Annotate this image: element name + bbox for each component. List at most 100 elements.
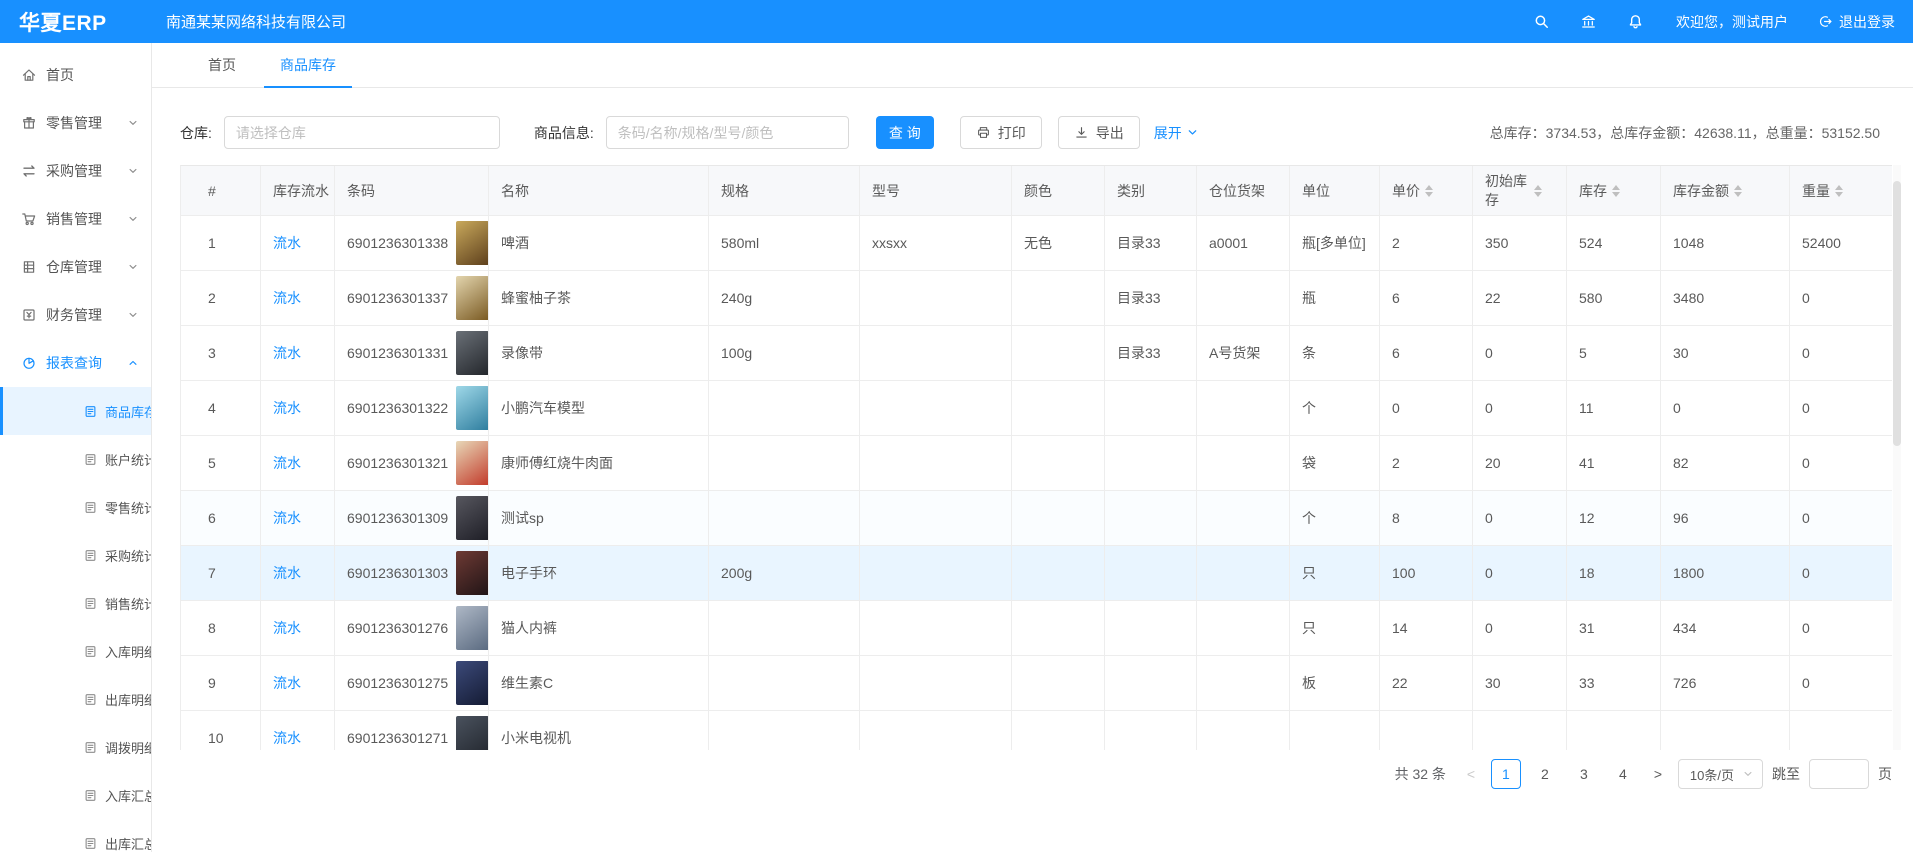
tab-首页[interactable]: 首页 — [208, 57, 236, 73]
pagination-next-button[interactable]: > — [1653, 766, 1663, 782]
bank-icon[interactable] — [1580, 13, 1597, 30]
pagination-page-2[interactable]: 2 — [1529, 759, 1560, 789]
pagination-page-4[interactable]: 4 — [1607, 759, 1638, 789]
sidebar-subitem-商品库存[interactable]: 商品库存 — [0, 387, 151, 435]
sidebar-subitem-出库汇总[interactable]: 出库汇总 — [0, 819, 151, 852]
product-thumbnail[interactable] — [456, 496, 488, 540]
search-icon[interactable] — [1533, 13, 1550, 30]
cell-spec: 100g — [709, 326, 860, 381]
column-label: 类别 — [1117, 182, 1145, 199]
barcode-text: 6901236301276 — [347, 620, 449, 636]
sidebar-subitem-入库汇总[interactable]: 入库汇总 — [0, 771, 151, 819]
cell-category — [1105, 436, 1197, 491]
cell-spec — [709, 711, 860, 750]
scrollbar-thumb[interactable] — [1893, 181, 1901, 446]
cell-price — [1380, 711, 1473, 750]
sales-cart-icon — [21, 211, 37, 227]
warehouse-input[interactable] — [223, 116, 500, 149]
column-header-初始库存[interactable]: 初始库存 — [1473, 166, 1567, 216]
export-button[interactable]: 导出 — [1057, 116, 1140, 149]
bell-icon[interactable] — [1627, 13, 1644, 30]
report-doc-icon — [84, 597, 97, 610]
app-header: 华夏ERP 南通某某网络科技有限公司 欢迎您，测试用户 退出登录 — [0, 0, 1913, 43]
print-button[interactable]: 打印 — [959, 116, 1042, 149]
sidebar-subitem-调拨明细[interactable]: 调拨明细 — [0, 723, 151, 771]
cell-flow: 流水 — [261, 601, 335, 656]
product-thumbnail[interactable] — [456, 606, 488, 650]
sidebar-subitem-零售统计[interactable]: 零售统计 — [0, 483, 151, 531]
search-button[interactable]: 查 询 — [875, 116, 934, 149]
product-thumbnail[interactable] — [456, 551, 488, 595]
jump-to-input[interactable] — [1809, 759, 1869, 789]
pagination-page-1[interactable]: 1 — [1490, 759, 1521, 789]
product-info-input[interactable] — [605, 116, 849, 149]
tab-商品库存[interactable]: 商品库存 — [264, 43, 352, 88]
report-doc-icon — [84, 453, 97, 466]
sidebar-subitem-label: 入库汇总 — [105, 788, 152, 804]
report-doc-icon — [84, 549, 97, 562]
stock-flow-link[interactable]: 流水 — [273, 290, 301, 306]
stock-flow-link[interactable]: 流水 — [273, 510, 301, 526]
pagination-page-3[interactable]: 3 — [1568, 759, 1599, 789]
sort-control[interactable] — [1425, 184, 1433, 197]
app-logo[interactable]: 华夏ERP — [19, 11, 107, 35]
cell-barcode: 6901236301321 — [335, 436, 489, 491]
sidebar-subitem-销售统计[interactable]: 销售统计 — [0, 579, 151, 627]
cell-model: xxsxx — [860, 216, 1012, 271]
cell-color — [1012, 381, 1105, 436]
product-thumbnail[interactable] — [456, 331, 488, 375]
sidebar-subitem-label: 调拨明细 — [105, 740, 152, 756]
product-thumbnail[interactable] — [456, 221, 488, 265]
table-scrollbar[interactable] — [1893, 165, 1901, 750]
stock-flow-link[interactable]: 流水 — [273, 235, 301, 251]
pagination-prev-button[interactable]: < — [1466, 766, 1476, 782]
sort-descending-icon — [1734, 191, 1742, 197]
sidebar-subitem-出库明细[interactable]: 出库明细 — [0, 675, 151, 723]
stock-flow-link[interactable]: 流水 — [273, 400, 301, 416]
sidebar-subitem-入库明细[interactable]: 入库明细 — [0, 627, 151, 675]
stock-flow-link[interactable]: 流水 — [273, 730, 301, 746]
sidebar-item-零售管理[interactable]: 零售管理 — [0, 99, 151, 147]
report-doc-icon — [84, 405, 97, 418]
stock-flow-link[interactable]: 流水 — [273, 345, 301, 361]
expand-toggle[interactable]: 展开 — [1154, 123, 1198, 143]
sidebar-subitem-账户统计[interactable]: 账户统计 — [0, 435, 151, 483]
cell-shelf: A号货架 — [1197, 326, 1290, 381]
sort-control[interactable] — [1734, 184, 1742, 197]
sidebar-menu: 首页 零售管理采购管理销售管理 仓库管理 财务管理 报表查询 商品库存 账户统计 零售统计 采购… — [0, 51, 151, 852]
sidebar-item-首页[interactable]: 首页 — [0, 51, 151, 99]
column-header-库存金额[interactable]: 库存金额 — [1661, 166, 1790, 216]
page-size-select[interactable]: 10条/页 — [1677, 759, 1763, 789]
sidebar-subitem-采购统计[interactable]: 采购统计 — [0, 531, 151, 579]
stock-flow-link[interactable]: 流水 — [273, 620, 301, 636]
print-label: 打印 — [997, 124, 1026, 141]
sidebar-item-报表查询[interactable]: 报表查询 — [0, 339, 151, 387]
sidebar-item-财务管理[interactable]: 财务管理 — [0, 291, 151, 339]
product-thumbnail[interactable] — [456, 716, 488, 750]
sidebar-item-销售管理[interactable]: 销售管理 — [0, 195, 151, 243]
column-header-单价[interactable]: 单价 — [1380, 166, 1473, 216]
cell-barcode: 6901236301331 — [335, 326, 489, 381]
sort-control[interactable] — [1612, 184, 1620, 197]
sort-ascending-icon — [1534, 184, 1542, 190]
sort-control[interactable] — [1534, 184, 1542, 197]
stock-flow-link[interactable]: 流水 — [273, 455, 301, 471]
product-thumbnail[interactable] — [456, 386, 488, 430]
column-header-库存[interactable]: 库存 — [1567, 166, 1661, 216]
stock-flow-link[interactable]: 流水 — [273, 565, 301, 581]
sidebar-item-采购管理[interactable]: 采购管理 — [0, 147, 151, 195]
warehouse-icon — [21, 259, 37, 275]
cell-initial-stock — [1473, 711, 1567, 750]
product-thumbnail[interactable] — [456, 661, 488, 705]
column-header-重量[interactable]: 重量 — [1790, 166, 1892, 216]
cell-stock-amount — [1661, 711, 1790, 750]
sort-control[interactable] — [1835, 184, 1843, 197]
table-row: 6 流水 6901236301309 测试sp 个 8 0 12 96 0 — [181, 491, 1892, 546]
logout-button[interactable]: 退出登录 — [1818, 12, 1895, 32]
sidebar-item-仓库管理[interactable]: 仓库管理 — [0, 243, 151, 291]
stock-flow-link[interactable]: 流水 — [273, 675, 301, 691]
product-thumbnail[interactable] — [456, 276, 488, 320]
product-thumbnail[interactable] — [456, 441, 488, 485]
sidebar-item-label: 采购管理 — [46, 163, 102, 179]
cell-barcode: 6901236301309 — [335, 491, 489, 546]
